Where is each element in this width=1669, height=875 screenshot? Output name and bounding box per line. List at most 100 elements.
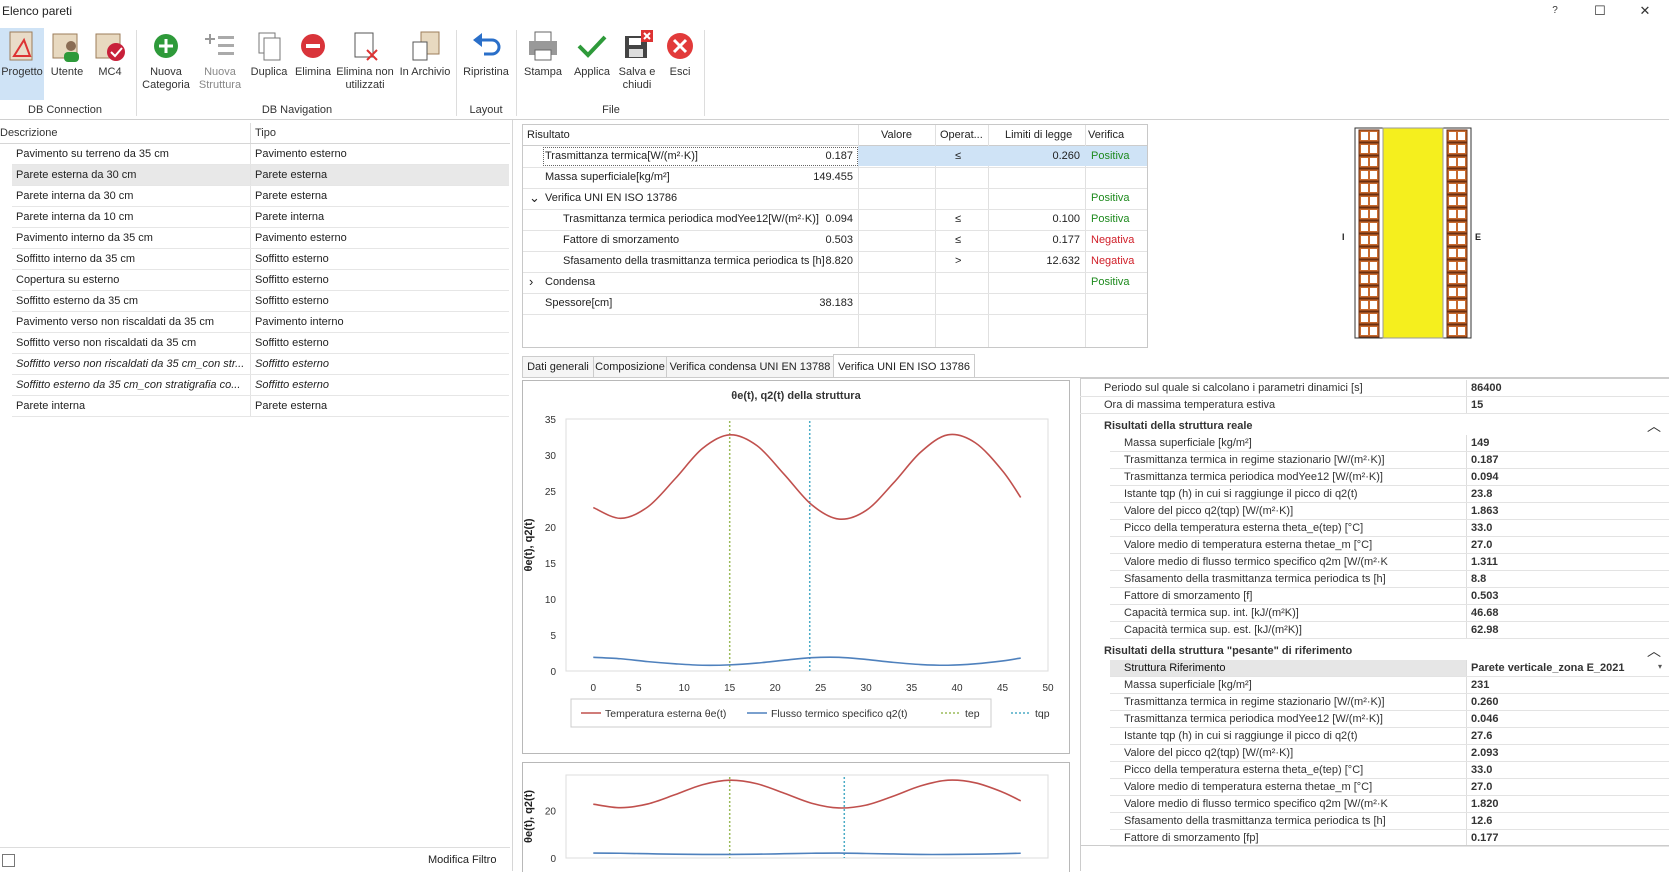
result-value: 8.820 [825,255,853,267]
maximize-button[interactable]: ☐ [1594,3,1606,18]
list-item[interactable]: Pavimento su terreno da 35 cm Pavimento e… [12,144,509,165]
elimina-button[interactable]: Elimina [292,28,334,79]
title-bar: Elenco pareti ? ☐ ✕ [0,0,1669,22]
salva-e-chiudi-button[interactable]: Salva e chiudi [616,28,658,92]
list-item[interactable]: Pavimento interno da 35 cm Pavimento este… [12,228,509,249]
property-row[interactable]: Picco della temperatura esterna theta_e(… [1080,520,1669,537]
property-row[interactable]: Trasmittanza termica in regime stazionar… [1080,694,1669,711]
property-row[interactable]: Valore del picco q2(tqp) [W/(m²·K)] 2.093 [1080,745,1669,762]
property-row[interactable]: Valore medio di temperatura esterna thet… [1080,537,1669,554]
in-archivio-button[interactable]: In Archivio [396,28,454,79]
results-col-limiti[interactable]: Limiti di legge [1005,129,1073,141]
result-row[interactable]: ⌄ Verifica UNI EN ISO 13786 Positiva [523,188,1147,210]
property-row[interactable]: Trasmittanza termica periodica modYee12 … [1080,711,1669,728]
property-row[interactable]: Periodo sul quale si calcolano i paramet… [1080,380,1669,397]
dropdown-arrow-icon[interactable]: ▾ [1658,662,1663,671]
chart-reference-svg: 0 20 θe(t), q2(t) [523,774,1049,865]
expander-icon[interactable]: ⌄ [529,190,540,205]
property-row[interactable]: Fattore di smorzamento [f] 0.503 [1080,588,1669,605]
list-item[interactable]: Parete esterna da 30 cm Parete esterna [12,165,509,186]
property-row[interactable]: Picco della temperatura esterna theta_e(… [1080,762,1669,779]
result-row[interactable]: Spessore[cm] 38.183 [523,293,1147,315]
results-col-risultato[interactable]: Risultato [527,129,570,141]
help-button[interactable]: ? [1552,5,1558,16]
property-row[interactable]: Valore del picco q2(tqp) [W/(m²·K)] 1.863 [1080,503,1669,520]
list-item-descrizione: Copertura su esterno [16,274,120,286]
property-label: Istante tqp (h) in cui si raggiunge il p… [1124,730,1358,742]
nuova-categoria-button[interactable]: Nuova Categoria [140,28,192,92]
property-value: 0.046 [1471,713,1499,725]
property-row[interactable]: Ora di massima temperatura estiva 15 [1080,397,1669,414]
duplica-button[interactable]: Duplica [248,28,290,79]
property-row[interactable]: Valore medio di flusso termico specifico… [1080,554,1669,571]
expander-icon[interactable]: › [529,274,534,289]
property-value: 12.6 [1471,815,1493,827]
column-header-descrizione[interactable]: Descrizione [0,127,58,139]
property-row[interactable]: Valore medio di temperatura esterna thet… [1080,779,1669,796]
property-row[interactable]: Trasmittanza termica in regime stazionar… [1080,452,1669,469]
property-value: Parete verticale_zona E_2021 [1471,662,1625,674]
applica-button[interactable]: Applica [570,28,614,79]
list-item[interactable]: Soffitto verso non riscaldati da 35 cm So… [12,333,509,354]
property-row[interactable]: Fattore di smorzamento [fp] 0.177 [1080,830,1669,847]
property-label: Trasmittanza termica periodica modYee12 … [1124,471,1383,483]
results-col-verifica[interactable]: Verifica [1088,129,1125,141]
result-row[interactable]: Massa superficiale[kg/m²] 149.455 [523,167,1147,189]
list-item[interactable]: Soffitto verso non riscaldati da 35 cm_c… [12,354,509,375]
property-row[interactable]: Sfasamento della trasmittanza termica pe… [1080,813,1669,830]
property-row[interactable]: Massa superficiale [kg/m²] 149 [1080,435,1669,452]
property-value: 62.98 [1471,624,1499,636]
list-item[interactable]: Pavimento verso non riscaldati da 35 cm P… [12,312,509,333]
stampa-button[interactable]: Stampa [520,28,566,79]
property-row[interactable]: Capacità termica sup. est. [kJ/(m²K)] 62.… [1080,622,1669,639]
tab-verifica-condensa[interactable]: Verifica condensa UNI EN 13788 [666,356,834,377]
property-row[interactable]: ▾ Struttura Riferimento Parete verticale_z… [1080,660,1669,677]
result-row[interactable]: Fattore di smorzamento 0.503 ≤0.177 Negativ… [523,230,1147,252]
property-row[interactable]: Capacità termica sup. int. [kJ/(m²K)] 46.… [1080,605,1669,622]
progetto-button[interactable]: Progetto [0,28,44,100]
results-col-valore[interactable]: Valore [881,129,912,141]
list-item[interactable]: Soffitto esterno da 35 cm_con stratigraf… [12,375,509,396]
list-item[interactable]: Soffitto esterno da 35 cm Soffitto estern… [12,291,509,312]
result-limit: 0.100 [1052,213,1080,225]
mc4-icon [92,28,128,64]
elimina-non-utilizzati-button[interactable]: Elimina non utilizzati [336,28,394,92]
ripristina-button[interactable]: Ripristina [460,28,512,79]
list-item[interactable]: Parete interna da 30 cm Parete esterna [12,186,509,207]
property-row[interactable]: Istante tqp (h) in cui si raggiunge il p… [1080,486,1669,503]
property-row[interactable]: Trasmittanza termica periodica modYee12 … [1080,469,1669,486]
column-header-tipo[interactable]: Tipo [255,127,276,139]
utente-button[interactable]: Utente [46,28,88,79]
mc4-button[interactable]: MC4 [90,28,130,79]
result-verifica: Positiva [1091,276,1130,288]
series-line-0 [593,779,1022,809]
tab-composizione[interactable]: Composizione [593,356,667,377]
list-item[interactable]: Copertura su esterno Soffitto esterno [12,270,509,291]
close-window-button[interactable]: ✕ [1639,3,1651,18]
esci-button[interactable]: Esci [660,28,700,79]
y-tick-label: 0 [550,667,556,678]
result-row[interactable]: Trasmittanza termica periodica modYee12[… [523,209,1147,231]
collapse-chevron-icon[interactable]: ︿ [1647,418,1661,434]
result-row[interactable]: Trasmittanza termica[W/(m²·K)] 0.187 ≤0.26… [523,146,1147,168]
result-row[interactable]: › Condensa Positiva [523,272,1147,294]
tab-dati-generali[interactable]: Dati generali [522,356,594,377]
collapse-chevron-icon[interactable]: ︿ [1647,643,1661,659]
nuova-struttura-button[interactable]: Nuova Struttura [194,28,246,92]
property-row[interactable]: Sfasamento della trasmittanza termica pe… [1080,571,1669,588]
category-struttura-reale[interactable]: Risultati della struttura reale ︿ [1080,416,1669,436]
list-item-descrizione: Soffitto interno da 35 cm [16,253,136,265]
category-struttura-riferimento[interactable]: Risultati della struttura "pesante" di r… [1080,641,1669,661]
result-row[interactable]: Sfasamento della trasmittanza termica pe… [523,251,1147,273]
list-item[interactable]: Soffitto interno da 35 cm Soffitto estern… [12,249,509,270]
filter-checkbox[interactable] [2,854,15,867]
results-col-operatore[interactable]: Operat... [940,129,983,141]
property-row[interactable]: Istante tqp (h) in cui si raggiunge il p… [1080,728,1669,745]
list-item[interactable]: Parete interna Parete esterna [12,396,509,417]
property-row[interactable]: Valore medio di flusso termico specifico… [1080,796,1669,813]
tab-verifica-13786[interactable]: Verifica UNI EN ISO 13786 [833,354,975,377]
y-axis-label: θe(t), q2(t) [523,518,535,571]
modifica-filtro-link[interactable]: Modifica Filtro [428,854,497,866]
property-row[interactable]: Massa superficiale [kg/m²] 231 [1080,677,1669,694]
list-item[interactable]: Parete interna da 10 cm Parete interna [12,207,509,228]
